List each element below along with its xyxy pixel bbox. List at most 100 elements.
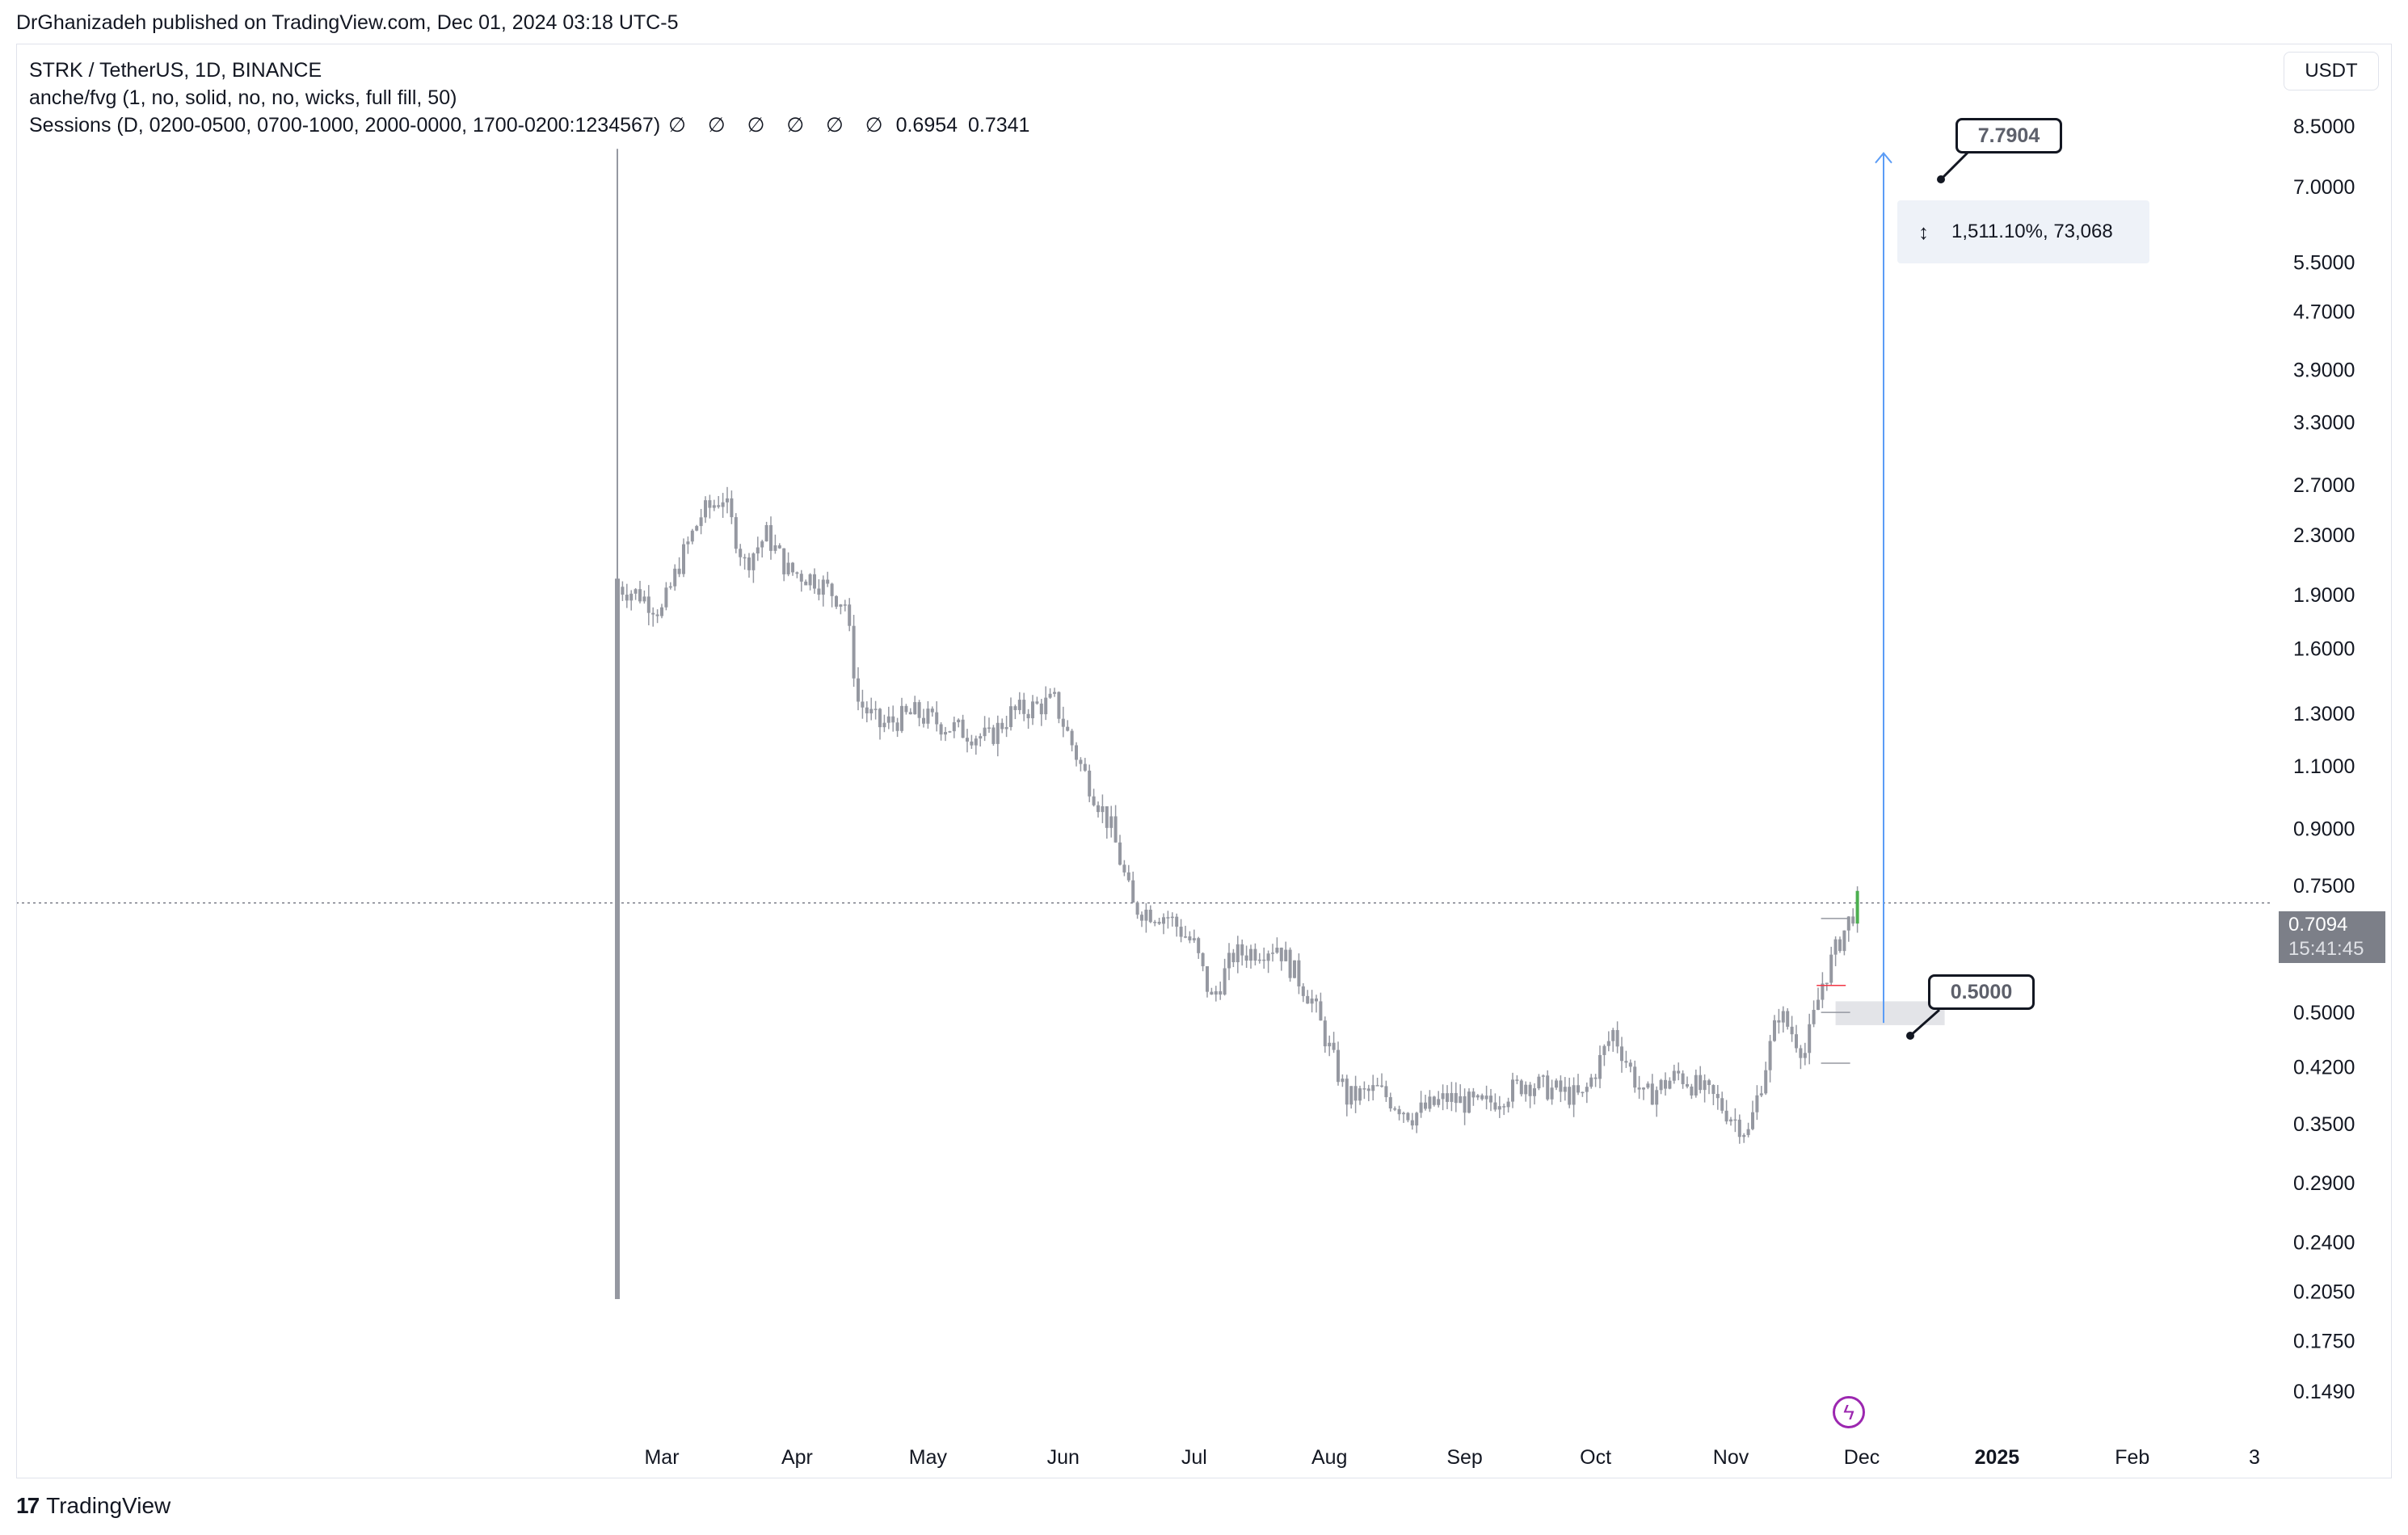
candle[interactable] (1825, 982, 1829, 991)
candle[interactable] (1471, 1087, 1476, 1106)
candle[interactable] (1838, 936, 1842, 953)
candle[interactable] (1851, 908, 1855, 927)
candle[interactable] (1271, 944, 1274, 962)
candle[interactable] (1306, 990, 1310, 1004)
candle[interactable] (1437, 1091, 1441, 1108)
candle[interactable] (886, 706, 890, 730)
candle[interactable] (1633, 1060, 1637, 1093)
candle[interactable] (1083, 758, 1087, 772)
candle[interactable] (1388, 1092, 1392, 1112)
candle[interactable] (1349, 1086, 1353, 1109)
measure-label-box[interactable]: ↕ 1,511.10%, 73,068 (1897, 200, 2149, 263)
candle[interactable] (1615, 1021, 1619, 1053)
candle[interactable] (1240, 939, 1244, 966)
candle[interactable] (1231, 948, 1236, 968)
candle[interactable] (1846, 916, 1850, 942)
candle[interactable] (1694, 1069, 1698, 1098)
candle[interactable] (1262, 947, 1266, 969)
candle[interactable] (1459, 1084, 1463, 1104)
candle[interactable] (1358, 1085, 1362, 1105)
candle[interactable] (1201, 952, 1205, 972)
candle[interactable] (1070, 729, 1074, 752)
candle[interactable] (974, 735, 978, 755)
candle[interactable] (638, 580, 642, 603)
candle[interactable] (1790, 1016, 1794, 1042)
candle[interactable] (926, 700, 930, 729)
candle[interactable] (874, 700, 878, 720)
candle[interactable] (1593, 1074, 1598, 1087)
lightning-icon[interactable]: ϟ (1833, 1396, 1865, 1428)
candle[interactable] (764, 521, 768, 542)
legend-indicator-sessions[interactable]: Sessions (D, 0200-0500, 0700-1000, 2000-… (29, 111, 1029, 139)
candle[interactable] (952, 716, 956, 738)
candle[interactable] (1328, 1035, 1332, 1057)
candle[interactable] (804, 579, 808, 586)
candle[interactable] (1144, 902, 1148, 933)
candle[interactable] (1419, 1091, 1423, 1118)
candle[interactable] (1257, 953, 1261, 964)
candle[interactable] (1148, 905, 1152, 923)
candle[interactable] (1577, 1074, 1580, 1096)
candle[interactable] (1803, 1042, 1807, 1066)
candle[interactable] (1345, 1074, 1349, 1117)
candle[interactable] (1755, 1085, 1759, 1121)
measure-line[interactable] (1875, 152, 1892, 1024)
candle[interactable] (1244, 945, 1248, 969)
candle[interactable] (882, 714, 886, 733)
candle[interactable] (1188, 931, 1192, 944)
candle[interactable] (646, 585, 650, 625)
candle[interactable] (895, 717, 899, 738)
candle[interactable] (1707, 1079, 1711, 1095)
candle[interactable] (1537, 1074, 1541, 1091)
candle[interactable] (730, 490, 734, 524)
candle[interactable] (751, 552, 756, 583)
candle[interactable] (1450, 1082, 1454, 1112)
candle[interactable] (1829, 946, 1833, 986)
candle[interactable] (1502, 1104, 1506, 1116)
candle[interactable] (908, 708, 912, 715)
candle[interactable] (1611, 1028, 1615, 1052)
candle[interactable] (1253, 943, 1257, 965)
candle[interactable] (1293, 960, 1296, 978)
candle[interactable] (1711, 1084, 1715, 1105)
candle[interactable] (1214, 986, 1218, 1002)
candle[interactable] (957, 718, 961, 728)
candle[interactable] (1362, 1081, 1366, 1100)
candle[interactable] (1550, 1079, 1554, 1105)
candle[interactable] (1315, 995, 1318, 1013)
candle[interactable] (1101, 794, 1105, 823)
candle[interactable] (1781, 1006, 1785, 1033)
candle[interactable] (1773, 1015, 1776, 1042)
candle[interactable] (1476, 1094, 1480, 1100)
candle[interactable] (1808, 1013, 1812, 1065)
candle[interactable] (1821, 972, 1825, 1008)
candle[interactable] (1105, 805, 1109, 839)
candle[interactable] (1637, 1075, 1641, 1100)
candle[interactable] (1559, 1075, 1563, 1103)
candle[interactable] (1817, 987, 1820, 1011)
candle[interactable] (1075, 742, 1078, 767)
candle[interactable] (1380, 1073, 1383, 1088)
candle[interactable] (1297, 953, 1301, 995)
candle[interactable] (756, 536, 760, 561)
candle[interactable] (1053, 688, 1056, 697)
candle[interactable] (1097, 801, 1100, 818)
candle[interactable] (1568, 1078, 1572, 1108)
candle[interactable] (1720, 1091, 1724, 1114)
candle[interactable] (1284, 941, 1288, 961)
candle[interactable] (1699, 1066, 1703, 1094)
candle[interactable] (1162, 913, 1165, 935)
candle[interactable] (1467, 1088, 1471, 1114)
candle[interactable] (1371, 1074, 1375, 1101)
candle[interactable] (673, 564, 677, 591)
candle[interactable] (1406, 1112, 1410, 1123)
candle[interactable] (1332, 1032, 1336, 1053)
candle[interactable] (760, 540, 764, 558)
candle[interactable] (1035, 696, 1039, 705)
candle[interactable] (843, 599, 847, 612)
candle[interactable] (1812, 1000, 1816, 1028)
candle[interactable] (1541, 1074, 1545, 1087)
candle[interactable] (1219, 981, 1223, 1000)
candle[interactable] (970, 734, 974, 749)
candle[interactable] (1415, 1112, 1419, 1133)
